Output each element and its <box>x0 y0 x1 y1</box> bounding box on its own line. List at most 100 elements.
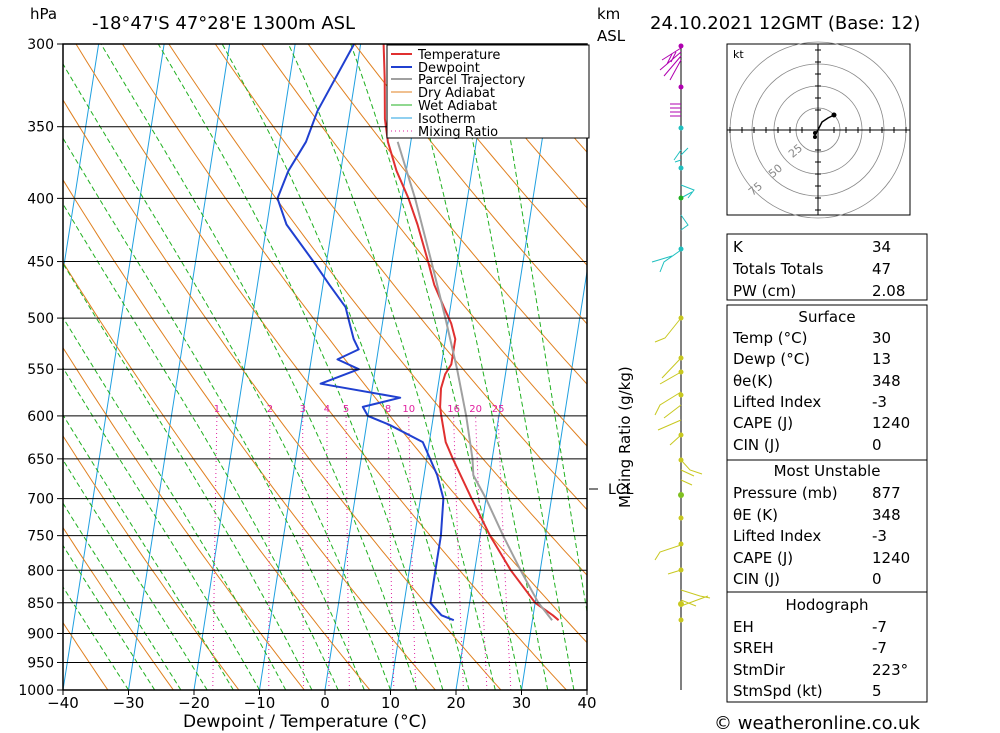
surface-cin-value: 0 <box>872 436 882 454</box>
temperature-tick-label: −40 <box>47 694 79 712</box>
isotherm-line <box>128 44 231 690</box>
sreh-value: -7 <box>872 639 887 657</box>
surface-thetae-label: θe(K) <box>733 372 773 390</box>
credit-link[interactable]: © weatheronline.co.uk <box>714 713 920 733</box>
pw-value: 2.08 <box>872 282 905 300</box>
mu-thetae-value: 348 <box>872 506 901 524</box>
asl-unit-label: ASL <box>597 27 626 45</box>
stmdir-label: StmDir <box>733 661 786 679</box>
pressure-tick-label: 700 <box>27 492 54 508</box>
surface-title: Surface <box>798 308 855 326</box>
temperature-tick-label: 30 <box>512 694 531 712</box>
legend-parcel: Parcel Trajectory <box>418 73 526 88</box>
eh-value: -7 <box>872 618 887 636</box>
sreh-label: SREH <box>733 639 774 657</box>
isotherm-line <box>455 44 558 690</box>
mixing-ratio-tick-label: 16 <box>447 404 460 415</box>
temperature-tick-label: 20 <box>446 694 465 712</box>
legend-mixing-ratio: Mixing Ratio <box>418 125 498 140</box>
pressure-tick-label: 750 <box>27 529 54 545</box>
legend-wet-adiabat: Wet Adiabat <box>418 99 497 114</box>
mu-pressure-label: Pressure (mb) <box>733 484 838 502</box>
dry-adiabat-line <box>307 44 587 385</box>
temperature-tick-label: −30 <box>113 694 145 712</box>
dry-adiabat-line <box>63 526 174 690</box>
surface-dewp-label: Dewp (°C) <box>733 350 810 368</box>
surface-li-label: Lifted Index <box>733 393 821 411</box>
axes: 3003504004505005506006507007508008509009… <box>18 37 596 712</box>
indices-table: K 34 Totals Totals 47 PW (cm) 2.08 Surfa… <box>726 233 928 703</box>
wind-barbs-upper <box>659 47 682 117</box>
legend: Temperature Dewpoint Parcel Trajectory D… <box>386 44 590 140</box>
surface-temp-label: Temp (°C) <box>732 329 807 347</box>
datetime-label: 24.10.2021 12GMT (Base: 12) <box>650 13 920 34</box>
mu-cin-label: CIN (J) <box>733 570 780 588</box>
mu-li-value: -3 <box>872 527 887 545</box>
mixing-ratio-tick-label: 1 <box>214 404 220 415</box>
temperature-tick-label: −10 <box>244 694 276 712</box>
pressure-tick-label: 550 <box>27 362 54 378</box>
wet-adiabat-line <box>100 44 418 690</box>
surface-cape-value: 1240 <box>872 414 910 432</box>
stmspd-label: StmSpd (kt) <box>733 682 823 700</box>
surface-li-value: -3 <box>872 393 887 411</box>
mixing-ratio-tick-label: 2 <box>267 404 273 415</box>
hodo-title: Hodograph <box>785 596 868 614</box>
mixing-ratio-tick-label: 25 <box>492 404 505 415</box>
mu-title: Most Unstable <box>774 462 881 480</box>
temperature-tick-label: 40 <box>577 694 596 712</box>
pressure-tick-label: 650 <box>27 452 54 468</box>
isotherm-line <box>259 44 362 690</box>
mu-cape-label: CAPE (J) <box>733 549 793 567</box>
surface-thetae-value: 348 <box>872 372 901 390</box>
hodograph: kt 25 50 75 <box>726 41 911 219</box>
tt-value: 47 <box>872 260 891 278</box>
surface-cape-label: CAPE (J) <box>733 414 793 432</box>
dry-adiabat-line <box>400 44 587 266</box>
temperature-tick-label: −20 <box>178 694 210 712</box>
km-unit-label: km <box>597 5 620 23</box>
pressure-tick-label: 350 <box>27 120 54 136</box>
wind-barbs-lower <box>654 317 711 607</box>
mixing-ratio-tick-label: 4 <box>324 404 330 415</box>
x-axis-label: Dewpoint / Temperature (°C) <box>183 712 427 732</box>
k-label: K <box>733 238 744 256</box>
tt-label: Totals Totals <box>732 260 824 278</box>
surface-cin-label: CIN (J) <box>733 436 780 454</box>
mu-pressure-value: 877 <box>872 484 901 502</box>
pressure-tick-label: 450 <box>27 255 54 271</box>
pressure-tick-label: 950 <box>27 655 54 671</box>
legend-dewpoint: Dewpoint <box>418 61 480 76</box>
pressure-tick-label: 400 <box>27 191 54 207</box>
pressure-tick-label: 300 <box>27 37 54 53</box>
isotherm-line <box>63 44 100 275</box>
stmdir-value: 223° <box>872 661 908 679</box>
legend-isotherm: Isotherm <box>418 112 476 127</box>
temperature-tick-label: 10 <box>381 694 400 712</box>
pressure-tick-label: 900 <box>27 626 54 642</box>
mixing-ratio-tick-label: 10 <box>402 404 415 415</box>
mixing-ratio-tick-label: 8 <box>385 404 391 415</box>
wet-adiabat-line <box>287 44 496 690</box>
isotherm-line <box>324 44 427 690</box>
wet-adiabat-line <box>63 366 260 690</box>
wind-level-dots <box>678 43 684 623</box>
k-value: 34 <box>872 238 891 256</box>
stmspd-value: 5 <box>872 682 882 700</box>
surface-dewp-value: 13 <box>872 350 891 368</box>
mixing-ratio-tick-label: 3 <box>300 404 306 415</box>
temperature-tick-label: 0 <box>320 694 330 712</box>
lcl-label: LCL <box>608 482 634 498</box>
pressure-tick-label: 500 <box>27 311 54 327</box>
pressure-tick-label: 600 <box>27 409 54 425</box>
isotherm-line <box>63 44 165 690</box>
pressure-tick-label: 800 <box>27 563 54 579</box>
dry-adiabat-line <box>354 44 587 325</box>
pressure-tick-label: 850 <box>27 596 54 612</box>
mu-thetae-label: θE (K) <box>733 506 778 524</box>
mu-li-label: Lifted Index <box>733 527 821 545</box>
eh-label: EH <box>733 618 754 636</box>
pw-label: PW (cm) <box>733 282 796 300</box>
dry-adiabat-line <box>261 44 587 447</box>
